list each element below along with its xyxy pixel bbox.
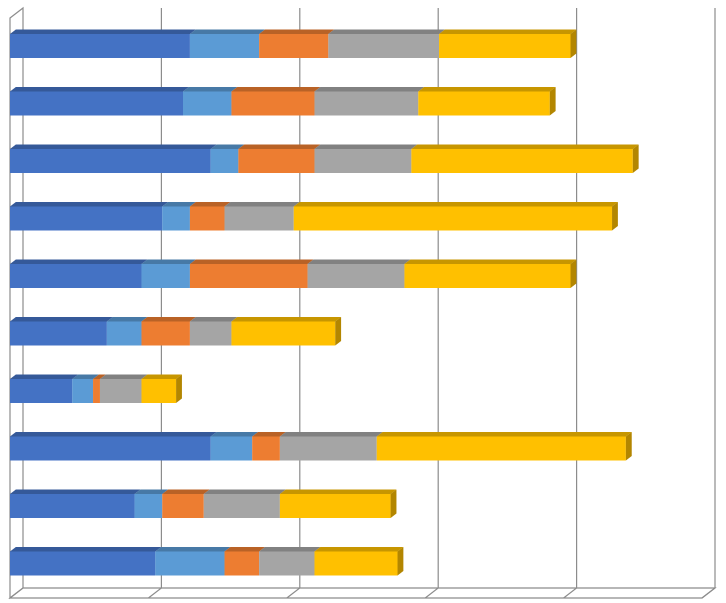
bar-segment-6-5	[231, 317, 342, 346]
bar-segment-3-5	[411, 144, 639, 173]
bar-segment-3-2	[210, 144, 245, 173]
bar-segment-1-4	[328, 29, 445, 58]
gridline	[701, 8, 716, 599]
bar-segment-5-4	[307, 259, 411, 288]
bar-segment-9-1	[10, 489, 141, 518]
bar-segment-2-1	[10, 87, 189, 116]
bar-segment-6-3	[141, 317, 196, 346]
gridline	[148, 8, 162, 599]
bar-segment-1-5	[439, 29, 577, 58]
bar-segment-10-5	[314, 547, 404, 576]
floor	[8, 587, 717, 599]
bar-segment-6-2	[106, 317, 148, 346]
bar-segment-9-4	[203, 489, 286, 518]
bar-segment-9-5	[279, 489, 397, 518]
bar-segment-3-1	[10, 144, 217, 173]
bar-segment-2-2	[183, 87, 238, 116]
bar-segment-9-2	[134, 489, 169, 518]
bar-segment-7-2	[72, 374, 99, 403]
bar-segment-4-1	[10, 202, 169, 231]
bar-segment-4-2	[162, 202, 196, 231]
bar-segment-8-3	[252, 432, 286, 461]
bar-segment-2-5	[418, 87, 556, 116]
bar-segment-3-3	[238, 144, 321, 173]
gridline	[563, 8, 578, 599]
bar-segment-7-4	[99, 374, 148, 403]
bar-segment-5-1	[10, 259, 148, 288]
bar-segment-3-4	[314, 144, 418, 173]
bar-segment-5-5	[404, 259, 577, 288]
bar-segment-4-5	[293, 202, 618, 231]
bar-segment-7-1	[10, 374, 79, 403]
bar-segment-4-3	[189, 202, 231, 231]
bar-segment-1-3	[259, 29, 335, 58]
bar-segment-2-3	[231, 87, 321, 116]
bar-segment-6-1	[10, 317, 113, 346]
bar-segment-1-2	[189, 29, 265, 58]
bar-segment-2-4	[314, 87, 425, 116]
gridlines	[148, 8, 716, 599]
bar-segment-8-5	[376, 432, 632, 461]
bar-segment-10-3	[224, 547, 265, 576]
bar-segment-9-3	[162, 489, 210, 518]
bar-segment-10-1	[10, 547, 162, 576]
bar-segment-4-4	[224, 202, 300, 231]
bar-segment-5-3	[189, 259, 314, 288]
bar-segment-8-4	[279, 432, 383, 461]
bar-segment-8-2	[210, 432, 259, 461]
gridline	[424, 8, 439, 599]
bar-segment-1-1	[10, 29, 196, 58]
bar-segment-7-5	[141, 374, 182, 403]
bar-segment-10-4	[259, 547, 321, 576]
gridline	[286, 8, 301, 599]
bar-segment-8-1	[10, 432, 217, 461]
bars	[10, 29, 639, 576]
bar-segment-7-3	[93, 374, 106, 403]
bar-segment-10-2	[155, 547, 231, 576]
bar-segment-5-2	[141, 259, 196, 288]
bar-segment-6-4	[189, 317, 238, 346]
